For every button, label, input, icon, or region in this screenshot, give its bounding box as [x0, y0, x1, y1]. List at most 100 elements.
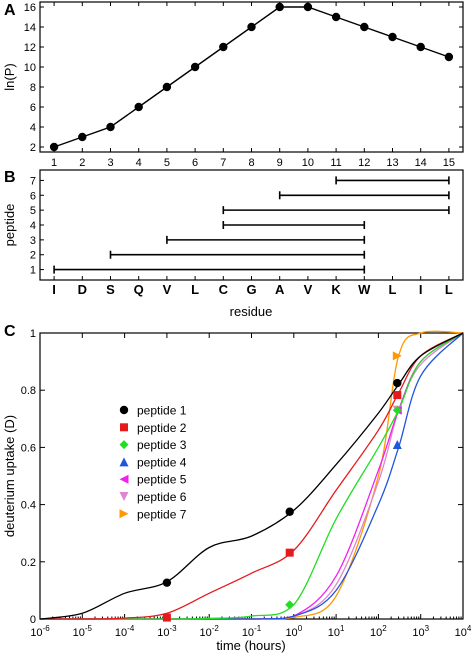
panel-b-ytick-label: 2	[30, 250, 36, 262]
panel-b-ytick-label: 6	[30, 190, 36, 202]
panel-b-peptide-ranges	[53, 176, 450, 274]
panel-c-legend-marker-2	[120, 423, 128, 432]
panel-a-ytick-label: 16	[24, 2, 36, 14]
panel-b-ytick-label: 7	[30, 175, 36, 187]
panel-c-xtick-label: 10-6	[30, 624, 50, 639]
panel-a-xtick-label: 7	[220, 157, 226, 169]
panel-c-xtick-exponent: -3	[169, 624, 177, 633]
panel-c-xtick-label: 10-5	[73, 624, 93, 639]
panel-b-residue-label: C	[219, 282, 229, 297]
panel-c-xtick-base: 10	[412, 627, 424, 639]
panel-b-residue-label: W	[358, 282, 371, 297]
panel-c-series-line-4	[40, 332, 464, 620]
panel-a-ytick-label: 2	[30, 142, 36, 154]
panel-a-ytick-label: 6	[30, 102, 36, 114]
panel-c-series-line-6	[40, 332, 464, 620]
panel-c-marker-4	[392, 440, 402, 450]
panel-a-xtick-label: 1	[51, 157, 57, 169]
panel-b-ticks: I D S Q V L C G A V K W L I L 1 2 3 4 5 6 7	[30, 175, 453, 297]
panel-a-point	[275, 2, 284, 12]
panel-c-xtick-exponent: -4	[127, 624, 135, 633]
panel-c-series	[39, 330, 464, 622]
panel-c-xtick-base: 10	[115, 627, 127, 639]
panel-c-xtick-exponent: 1	[340, 624, 345, 633]
panel-c-legend-label-5: peptide 5	[137, 473, 187, 487]
panel-b-ylabel: peptide	[2, 204, 17, 247]
panel-c-xtick-base: 10	[200, 627, 212, 639]
panel-a-ytick-label: 4	[30, 122, 36, 134]
panel-a-point	[416, 42, 425, 52]
panel-c-ticks: 10-6 10-5 10-4 10-3 10-2 10-1 100 101 102 103 1040…	[21, 328, 472, 639]
panel-c-ytick-label: 0.2	[21, 557, 36, 569]
panel-c-marker-3	[285, 600, 295, 610]
panel-b-residue-label: S	[106, 282, 115, 297]
panel-c-marker-2	[285, 548, 294, 557]
panel-a-xtick-label: 2	[79, 157, 85, 169]
panel-a-point	[190, 62, 200, 72]
panel-b-label: B	[4, 169, 16, 186]
panel-a-point	[388, 32, 397, 42]
panel-c-xtick-base: 10	[73, 627, 85, 639]
panel-a-xtick-label: 3	[107, 157, 113, 169]
panel-a-label: A	[4, 2, 16, 19]
panel-a-point	[331, 12, 341, 22]
panel-a-ylabel: ln(P)	[2, 63, 17, 90]
panel-a-point	[219, 42, 228, 52]
panel-c-series-line-3	[40, 332, 464, 620]
panel-a-xtick-label: 6	[192, 157, 198, 169]
panel-c-xtick-exponent: -1	[254, 624, 262, 633]
panel-c-legend-marker-4	[119, 457, 129, 467]
panel-c-legend: peptide 1 peptide 2 peptide 3 peptide 4 pept…	[119, 404, 187, 521]
panel-c-xtick-base: 10	[157, 627, 169, 639]
panel-c-xtick-label: 103	[412, 624, 429, 639]
panel-c-xtick-label: 100	[285, 624, 302, 639]
panel-a-point	[134, 102, 143, 112]
panel-c: C deuterium uptake (D) time (hours) 10-6…	[2, 323, 472, 653]
panel-c-marker-1	[393, 378, 402, 388]
panel-a-ytick-label: 10	[24, 62, 36, 74]
panel-a-ytick-label: 8	[30, 82, 36, 94]
panel-c-xtick-label: 10-2	[200, 624, 220, 639]
panel-c-marker-1	[285, 507, 294, 516]
panel-b-ytick-label: 5	[30, 205, 36, 217]
panel-c-xtick-base: 10	[455, 627, 467, 639]
panel-b-residue-label: L	[445, 282, 453, 297]
panel-c-series-line-5	[40, 332, 464, 620]
panel-c-xtick-label: 104	[455, 624, 472, 639]
panel-c-xtick-exponent: -5	[85, 624, 93, 633]
panel-b-residue-label: L	[389, 282, 397, 297]
panel-b-residue-label: D	[78, 282, 87, 297]
panel-b-residue-label: A	[275, 282, 285, 297]
panel-b-residue-label: V	[163, 282, 172, 297]
panel-a-xtick-label: 14	[415, 157, 427, 169]
panel-c-legend-marker-5	[119, 474, 129, 484]
panel-c-xtick-base: 10	[328, 627, 340, 639]
panel-a-point	[162, 82, 172, 92]
panel-b-residue-label: K	[331, 282, 341, 297]
panel-c-xtick-base: 10	[285, 627, 297, 639]
panel-c-xtick-exponent: -6	[43, 624, 51, 633]
panel-c-xtick-exponent: 0	[298, 624, 303, 633]
panel-c-label: C	[4, 323, 16, 340]
panel-c-marker-2	[393, 391, 402, 400]
panel-c-legend-marker-6	[119, 492, 129, 501]
panel-a-ytick-label: 12	[24, 42, 36, 54]
panel-c-ytick-label: 0.4	[21, 500, 36, 512]
panel-b-residue-label: I	[419, 282, 423, 297]
panel-c-xtick-exponent: 4	[467, 624, 472, 633]
panel-c-legend-marker-7	[119, 509, 129, 519]
panel-c-marker-3	[392, 405, 402, 415]
panel-a-xtick-label: 10	[302, 157, 314, 169]
panel-c-marker-2	[162, 613, 171, 622]
panel-c-legend-label-2: peptide 2	[137, 421, 187, 435]
panel-a-point	[360, 22, 369, 32]
panel-c-legend-label-1: peptide 1	[137, 404, 187, 418]
panel-c-legend-label-7: peptide 7	[137, 507, 187, 521]
panel-c-marker-7	[392, 351, 402, 361]
panel-b-ytick-label: 1	[30, 265, 36, 277]
panel-c-legend-label-3: peptide 3	[137, 438, 187, 452]
panel-c-series-line-2	[40, 332, 464, 620]
panel-c-xtick-exponent: -2	[212, 624, 220, 633]
